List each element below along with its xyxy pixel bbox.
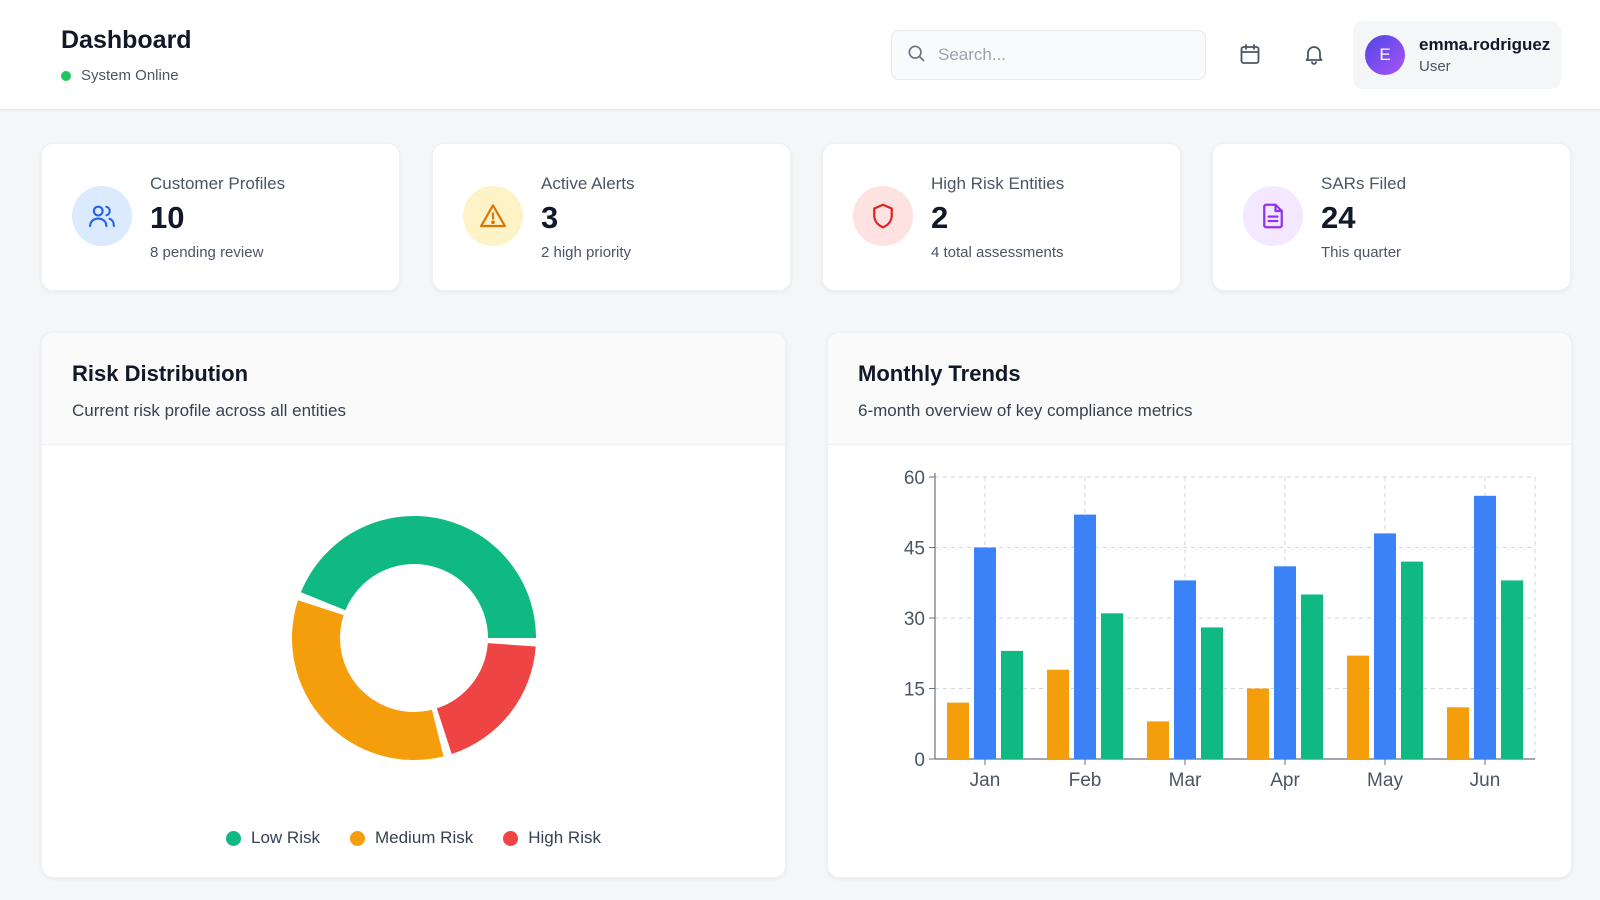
- shield-icon: [853, 186, 913, 246]
- bar-jun-series-2[interactable]: [1474, 495, 1496, 759]
- risk-donut-chart: [292, 516, 536, 760]
- top-header: Dashboard System Online E emma.rodriguez…: [0, 0, 1600, 110]
- stat-card-high-risk-entities[interactable]: High Risk Entities 2 4 total assessments: [822, 143, 1181, 291]
- bar-apr-series-3[interactable]: [1301, 594, 1323, 760]
- donut-slice-high[interactable]: [436, 643, 536, 755]
- bar-apr-series-2[interactable]: [1274, 566, 1296, 759]
- bar-mar-series-2[interactable]: [1174, 580, 1196, 759]
- x-tick-label: Apr: [1270, 770, 1300, 791]
- search-icon: [906, 43, 926, 68]
- bar-mar-series-1[interactable]: [1147, 721, 1169, 759]
- panel-subtitle: Current risk profile across all entities: [72, 401, 346, 420]
- x-tick-label: Jun: [1470, 770, 1501, 791]
- monthly-trends-bar-chart: 0 15 30 45 60 Jan Feb Mar Apr May Jun: [904, 468, 1536, 791]
- legend-dot-icon: [226, 830, 242, 846]
- stat-value: 2: [931, 200, 949, 235]
- document-icon: [1243, 186, 1303, 246]
- y-tick-label: 0: [914, 750, 925, 771]
- search-input[interactable]: [938, 45, 1188, 65]
- system-status: System Online: [61, 67, 179, 84]
- stat-label: Active Alerts: [541, 174, 635, 193]
- stat-subtext: 4 total assessments: [931, 244, 1064, 261]
- bell-icon[interactable]: [1300, 40, 1328, 68]
- bar-jan-series-3[interactable]: [1001, 650, 1023, 759]
- legend-dot-icon: [349, 830, 365, 846]
- x-tick-label: Mar: [1169, 770, 1202, 791]
- y-tick-label: 45: [904, 539, 925, 560]
- stat-card-customer-profiles[interactable]: Customer Profiles 10 8 pending review: [41, 143, 400, 291]
- panel-header: Monthly Trends 6-month overview of key c…: [828, 333, 1571, 445]
- page-title: Dashboard: [61, 26, 192, 54]
- user-name: emma.rodriguez: [1419, 35, 1551, 54]
- legend-label: Low Risk: [251, 828, 320, 847]
- stat-card-sars-filed[interactable]: SARs Filed 24 This quarter: [1212, 143, 1571, 291]
- y-tick-label: 60: [904, 468, 925, 489]
- status-dot-icon: [61, 70, 71, 81]
- legend-item-high[interactable]: High Risk: [503, 828, 601, 848]
- y-tick-label: 30: [904, 609, 925, 630]
- bar-may-series-1[interactable]: [1347, 655, 1369, 759]
- x-tick-label: Jan: [970, 770, 1001, 791]
- bar-jan-series-1[interactable]: [947, 702, 969, 759]
- legend-dot-icon: [503, 830, 519, 846]
- panel-subtitle: 6-month overview of key compliance metri…: [858, 401, 1193, 420]
- bar-apr-series-1[interactable]: [1247, 688, 1269, 760]
- bar-jan-series-2[interactable]: [974, 547, 996, 760]
- bar-jun-series-3[interactable]: [1501, 580, 1523, 759]
- legend-item-low[interactable]: Low Risk: [226, 828, 320, 848]
- monthly-trends-panel: Monthly Trends 6-month overview of key c…: [827, 332, 1572, 878]
- x-tick-label: Feb: [1069, 770, 1102, 791]
- users-icon: [72, 186, 132, 246]
- bar-jun-series-1[interactable]: [1447, 707, 1469, 759]
- donut-slice-low[interactable]: [300, 516, 536, 638]
- y-tick-label: 15: [904, 680, 925, 701]
- legend-label: Medium Risk: [374, 828, 474, 847]
- bar-feb-series-3[interactable]: [1101, 613, 1123, 759]
- calendar-icon[interactable]: [1236, 40, 1264, 68]
- alert-triangle-icon: [463, 186, 523, 246]
- stat-value: 3: [541, 200, 559, 235]
- donut-legend: Low Risk Medium Risk High Risk: [42, 828, 785, 848]
- search-box[interactable]: [891, 30, 1206, 80]
- avatar: E: [1365, 35, 1405, 75]
- stat-subtext: 8 pending review: [150, 244, 264, 261]
- user-menu[interactable]: E emma.rodriguez User: [1353, 21, 1561, 89]
- user-info: emma.rodriguez User: [1419, 35, 1550, 75]
- bar-mar-series-3[interactable]: [1201, 627, 1223, 759]
- legend-label: High Risk: [528, 828, 601, 847]
- bar-feb-series-1[interactable]: [1047, 669, 1069, 759]
- panel-header: Risk Distribution Current risk profile a…: [42, 333, 785, 445]
- bar-may-series-3[interactable]: [1401, 561, 1423, 759]
- x-tick-label: May: [1367, 770, 1403, 791]
- stat-subtext: 2 high priority: [541, 244, 632, 261]
- panel-title: Monthly Trends: [858, 361, 1021, 386]
- risk-distribution-panel: Risk Distribution Current risk profile a…: [41, 332, 786, 878]
- stat-value: 10: [150, 200, 185, 235]
- stat-subtext: This quarter: [1321, 244, 1402, 261]
- stat-label: Customer Profiles: [150, 174, 286, 193]
- stat-card-active-alerts[interactable]: Active Alerts 3 2 high priority: [432, 143, 791, 291]
- stat-label: High Risk Entities: [931, 174, 1065, 193]
- stat-label: SARs Filed: [1321, 174, 1407, 193]
- bar-may-series-2[interactable]: [1374, 533, 1396, 759]
- user-role: User: [1419, 58, 1451, 75]
- status-text: System Online: [81, 67, 179, 84]
- donut-slice-medium[interactable]: [292, 600, 444, 760]
- stat-value: 24: [1321, 200, 1356, 235]
- bar-feb-series-2[interactable]: [1074, 514, 1096, 759]
- panel-title: Risk Distribution: [72, 361, 249, 386]
- legend-item-medium[interactable]: Medium Risk: [349, 828, 474, 848]
